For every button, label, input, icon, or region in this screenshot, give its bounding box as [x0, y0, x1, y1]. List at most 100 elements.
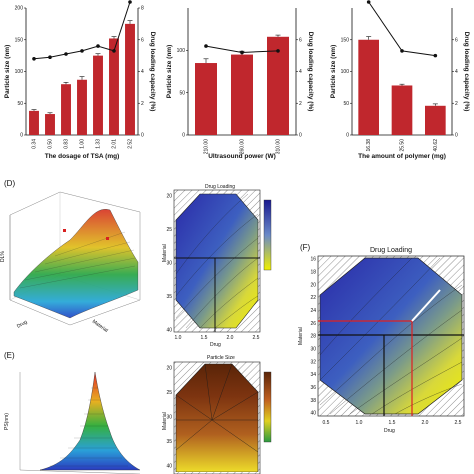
- bar: [125, 23, 135, 135]
- surface-d-drug-axis: Drug: [16, 319, 29, 330]
- contour-e-yticks: 40 35 30 25 20: [166, 366, 172, 470]
- bar: [109, 38, 119, 136]
- x-tick-label: 2.52: [128, 139, 134, 149]
- y-tick-label: 100: [341, 69, 350, 75]
- y2-axis-label: Drug loading capacity (%): [463, 32, 470, 112]
- y-axis-label: Particle size (nm): [330, 45, 337, 98]
- y2-tick-label: 6: [299, 37, 302, 43]
- y-tick-label: 100: [177, 48, 186, 54]
- x-tick-label: 1.33: [96, 139, 102, 149]
- x-tick-label: 0.5: [323, 420, 330, 426]
- line-point: [240, 50, 244, 55]
- line-point: [32, 57, 36, 61]
- x-tick-label: 2.01: [112, 139, 118, 149]
- x-tick-label: 0.50: [48, 139, 54, 149]
- surface-d-material-axis: Material: [91, 319, 109, 334]
- bar: [195, 63, 217, 135]
- line-point: [64, 52, 68, 56]
- x-tick-label: 16.38: [366, 139, 372, 152]
- line-point: [276, 49, 280, 53]
- y-tick-label: 38: [310, 398, 316, 404]
- surface-plot-e: PS(nm): [4, 371, 141, 474]
- y2-axis-label: Drug loading capacity (%): [307, 32, 314, 112]
- x-tick-label: 1.5: [201, 335, 208, 341]
- surface-d-dl-axis: DL%: [0, 251, 6, 262]
- y-tick-label: 150: [341, 37, 350, 43]
- line-point: [48, 55, 52, 60]
- x-tick-label: 1.0: [175, 335, 182, 341]
- y-tick-label: 35: [166, 439, 172, 445]
- panel-f-label: (F): [300, 243, 311, 252]
- x-tick-label: 1.5: [389, 420, 396, 426]
- surface-plot-d: Drug Material DL%: [0, 191, 141, 334]
- contour-d-ylabel: Material: [162, 244, 168, 262]
- y2-tick-label: 6: [141, 37, 144, 43]
- y-tick-label: 0: [346, 133, 349, 139]
- chart-a: 0 50 100 150 200 0 2 4 6 8 0.34 0.50 0.83 1.00 1.33 2.0…: [4, 0, 156, 160]
- contour-d-xticks: 1.0 1.5 2.0 2.5: [175, 335, 260, 341]
- bar: [231, 54, 253, 135]
- y2-axis-label: Drug loading capacity (%): [149, 32, 156, 112]
- contour-d-title: Drug Loading: [205, 184, 235, 190]
- x-axis-label: Ultrasound power (W): [208, 153, 276, 160]
- bar: [45, 114, 55, 135]
- bar: [61, 84, 71, 135]
- x-tick-label: 2.5: [253, 335, 260, 341]
- y-tick-label: 50: [343, 101, 349, 107]
- y-tick-label: 35: [166, 294, 172, 300]
- line-point: [112, 49, 116, 53]
- y-tick-label: 34: [310, 372, 316, 378]
- bar: [358, 39, 379, 135]
- panel-d-label: (D): [4, 179, 15, 188]
- y-tick-label: 24: [310, 308, 316, 314]
- bar: [425, 105, 446, 135]
- y2-tick-label: 2: [299, 101, 302, 107]
- y-tick-label: 18: [310, 270, 316, 276]
- contour-plot-f: (F) Drug Loading Material Drug 0.5 1.0 1.5…: [298, 243, 465, 434]
- contour-d-xlabel: Drug: [210, 342, 221, 348]
- y-tick-label: 30: [166, 415, 172, 421]
- x-tick-label: 2.0: [227, 335, 234, 341]
- y-tick-label: 20: [166, 194, 172, 200]
- y-tick-label: 40: [166, 464, 172, 470]
- bar: [391, 85, 413, 135]
- y2-tick-label: 4: [299, 69, 302, 75]
- line-point: [366, 0, 371, 4]
- x-tick-label: 1.00: [80, 139, 86, 149]
- y-tick-label: 0: [182, 133, 185, 139]
- y-tick-label: 50: [179, 90, 185, 96]
- contour-e-ylabel: Material: [162, 412, 168, 430]
- line-point: [128, 0, 132, 4]
- bar: [77, 79, 87, 135]
- y-tick-label: 25: [166, 227, 172, 233]
- y2-tick-label: 2: [141, 101, 144, 107]
- x-tick-label: 40.62: [433, 139, 439, 152]
- y2-tick-label: 2: [455, 101, 458, 107]
- y-axis-label: Particle size (nm): [4, 45, 11, 98]
- y2-tick-label: 0: [299, 133, 302, 139]
- y2-tick-label: 4: [455, 69, 458, 75]
- line-point: [96, 44, 100, 48]
- f-yticks: 40 38 36 34 32 30 28 26 24 22 20 18 16: [310, 257, 316, 417]
- y-tick-label: 26: [310, 321, 316, 327]
- contour-plot-d: Drug Loading Material Drug 1.0 1.5 2.0 2.5 …: [162, 184, 272, 348]
- line-point: [400, 49, 404, 53]
- f-xlabel: Drug: [384, 428, 395, 434]
- legend-colorbar-d: [263, 199, 272, 271]
- x-tick-label: 0.83: [64, 139, 70, 149]
- f-xticks: 0.5 1.0 1.5 2.0 2.5: [323, 420, 462, 426]
- y-tick-label: 36: [310, 385, 316, 391]
- y-axis-label: Particle size (nm): [166, 45, 173, 98]
- bar: [93, 55, 103, 135]
- contour-plot-e: Particle Size Material 40 35 30 25 20: [162, 355, 272, 474]
- f-title: Drug Loading: [370, 247, 412, 254]
- x-tick-label: 25.50: [400, 139, 406, 152]
- y-tick-label: 25: [166, 390, 172, 396]
- y2-tick-label: 0: [141, 133, 144, 139]
- design-point: [106, 237, 109, 240]
- y-tick-label: 200: [15, 6, 24, 12]
- y-tick-label: 32: [310, 359, 316, 365]
